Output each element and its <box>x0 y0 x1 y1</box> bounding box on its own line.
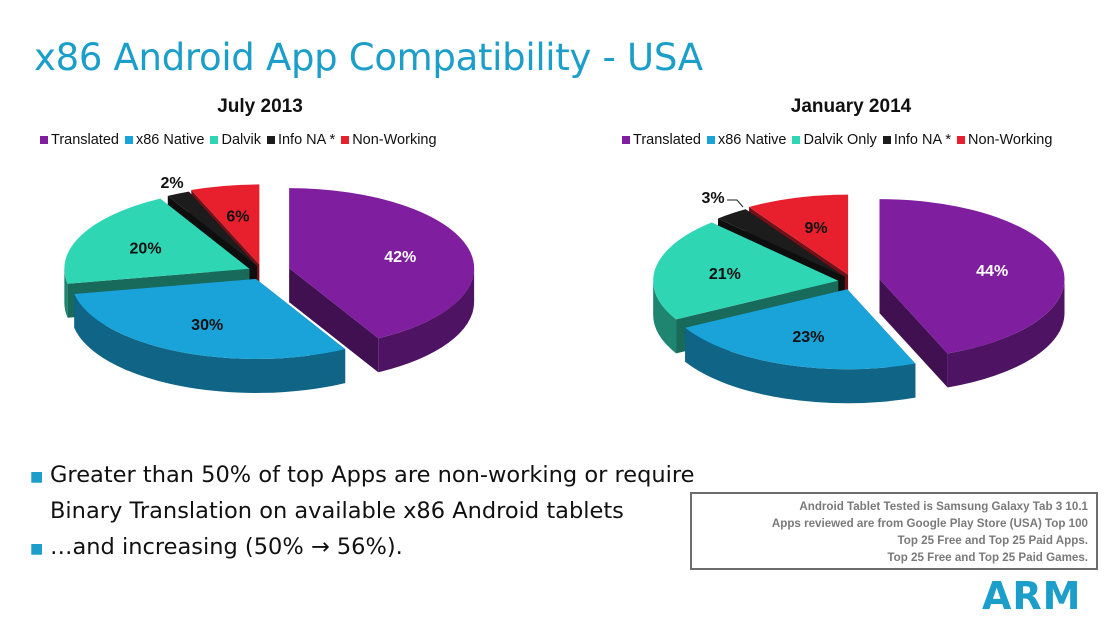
bullet-item: ■ …and increasing (50% → 56%). <box>30 530 695 566</box>
leader-line <box>727 199 744 208</box>
pie-slice-top <box>653 222 839 320</box>
note-line: Apps reviewed are from Google Play Store… <box>771 517 1088 530</box>
data-label: 6% <box>226 209 249 226</box>
chart-title-january-2014: January 2014 <box>790 96 912 117</box>
legend-swatch <box>792 136 801 144</box>
legend-item: Non-Working <box>957 132 1052 148</box>
pie-slice-side <box>685 327 916 404</box>
data-label: 3% <box>701 190 724 207</box>
pie-slice-top <box>64 198 250 284</box>
slide-title: x86 Android App Compatibility - USA <box>34 36 703 79</box>
arm-logo: ARM <box>982 574 1082 618</box>
data-label: 20% <box>130 241 162 258</box>
chart-title-july-2013: July 2013 <box>217 96 303 117</box>
legend-label: Translated <box>633 132 701 148</box>
pie-slice-x86-native <box>685 289 916 404</box>
pie-slice-wall <box>879 279 948 388</box>
note-line: Top 25 Free and Top 25 Paid Games. <box>887 551 1088 564</box>
legend-item: x86 Native <box>124 132 205 148</box>
legend-label: Non-Working <box>968 132 1053 148</box>
legend-item: Info NA * <box>266 132 336 148</box>
legend-swatch <box>622 136 630 144</box>
pie-slice-top <box>191 184 260 265</box>
legend-label: Dalvik Only <box>803 132 877 148</box>
legend-swatch <box>341 136 350 144</box>
bullet-text: …and increasing (50% → 56%). <box>50 534 403 560</box>
legend-item: x86 Native <box>706 132 787 148</box>
legend-swatch <box>210 136 219 144</box>
pie-slice-translated <box>879 199 1065 388</box>
legend-label: Translated <box>51 132 119 148</box>
pie-slice-side <box>64 268 68 318</box>
legend-item: Dalvik Only <box>792 132 877 148</box>
bullet-square-icon: ■ <box>30 469 44 485</box>
legend-item: Translated <box>40 132 119 148</box>
legend-label: Dalvik <box>221 132 261 148</box>
bullet-item-continued: Binary Translation on available x86 Andr… <box>30 494 695 528</box>
data-label: 21% <box>709 266 741 283</box>
bullet-text: Binary Translation on available x86 Andr… <box>50 498 624 524</box>
pie-slice-translated <box>289 188 475 373</box>
data-label: 23% <box>792 329 824 346</box>
pie-slice-top <box>289 188 475 339</box>
legend-swatch <box>40 136 48 144</box>
pie-slice-side <box>378 268 475 373</box>
legend-label: x86 Native <box>717 132 787 148</box>
pie-slice-top <box>167 191 257 267</box>
test-note-box: Android Tablet Tested is Samsung Galaxy … <box>690 492 1098 570</box>
pie-slice-top <box>685 289 916 370</box>
bullet-item: ■ Greater than 50% of top Apps are non-w… <box>30 458 695 494</box>
pie-slice-top <box>74 278 346 359</box>
legend-label: Info NA * <box>277 132 336 148</box>
pie-slice-side <box>947 279 1065 388</box>
legend-label: x86 Native <box>135 132 205 148</box>
data-label: 9% <box>805 220 828 237</box>
data-label: 30% <box>191 317 223 334</box>
pie-slice-wall <box>289 268 379 373</box>
bullet-square-icon: ■ <box>30 541 44 557</box>
legend-swatch <box>266 136 275 144</box>
legend-swatch <box>957 136 966 144</box>
pie-slice-side <box>74 293 346 393</box>
legend-item: Dalvik <box>210 132 261 148</box>
legend-label: Non-Working <box>352 132 437 148</box>
legend-item: Info NA * <box>882 132 952 148</box>
note-line: Top 25 Free and Top 25 Paid Apps. <box>897 534 1088 547</box>
legend-label: Info NA * <box>893 132 952 148</box>
legend-july-2013: Translated x86 Native Dalvik Info NA * Non-W… <box>40 132 437 148</box>
data-label: 42% <box>384 249 416 266</box>
legend-swatch <box>124 136 133 144</box>
data-label: 2% <box>160 175 183 192</box>
pie-slice-x86-native <box>74 278 346 393</box>
legend-swatch <box>882 136 891 144</box>
bullet-text: Greater than 50% of top Apps are non-wor… <box>50 462 695 488</box>
bullet-list: ■ Greater than 50% of top Apps are non-w… <box>30 458 695 566</box>
data-label: 44% <box>976 263 1008 280</box>
legend-swatch <box>706 136 715 144</box>
legend-item: Translated <box>622 132 701 148</box>
pie-slice-side <box>653 280 677 354</box>
pie-slice-top <box>879 199 1065 354</box>
legend-january-2014: Translated x86 Native Dalvik Only Info NA *… <box>622 132 1052 148</box>
legend-item: Non-Working <box>341 132 437 148</box>
pie-slice-top <box>718 209 845 277</box>
pie-slice-top <box>748 194 849 275</box>
note-line: Android Tablet Tested is Samsung Galaxy … <box>799 500 1088 513</box>
